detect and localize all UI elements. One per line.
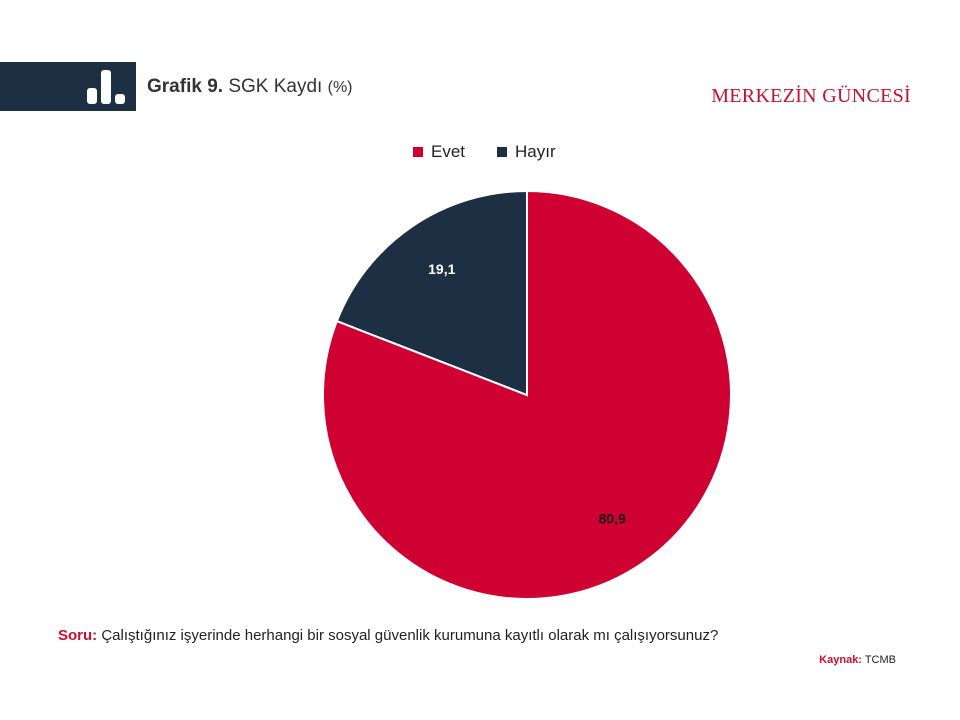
question-label: Soru: — [58, 627, 98, 644]
chart-title: Grafik 9. SGK Kaydı (%) — [147, 76, 353, 98]
brand-logo: MERKEZİN GÜNCESİ — [711, 85, 911, 107]
title-text: SGK Kaydı — [228, 76, 323, 97]
title-unit: (%) — [327, 79, 353, 96]
source-note: Kaynak: TCMB — [819, 654, 896, 666]
chart-legend: Evet Hayır — [413, 142, 556, 162]
source-label: Kaynak: — [819, 654, 862, 666]
legend-item-evet: Evet — [413, 142, 465, 162]
legend-item-hayir: Hayır — [497, 142, 556, 162]
slice-label-evet: 80,9 — [599, 510, 626, 526]
question-text: Çalıştığınız işyerinde herhangi bir sosy… — [101, 627, 719, 644]
source-text: TCMB — [864, 654, 896, 666]
bar-chart-icon — [87, 70, 125, 104]
slice-label-hay-r: 19,1 — [428, 261, 455, 277]
legend-swatch-hayir — [497, 147, 508, 157]
pie-slice-hay-r — [335, 189, 528, 397]
legend-label-hayir: Hayır — [515, 142, 556, 161]
title-prefix: Grafik 9. — [147, 76, 224, 97]
legend-swatch-evet — [413, 147, 423, 157]
survey-question: Soru: Çalıştığınız işyerinde herhangi bi… — [58, 627, 718, 644]
legend-label-evet: Evet — [431, 142, 466, 161]
header-bar — [0, 62, 136, 111]
